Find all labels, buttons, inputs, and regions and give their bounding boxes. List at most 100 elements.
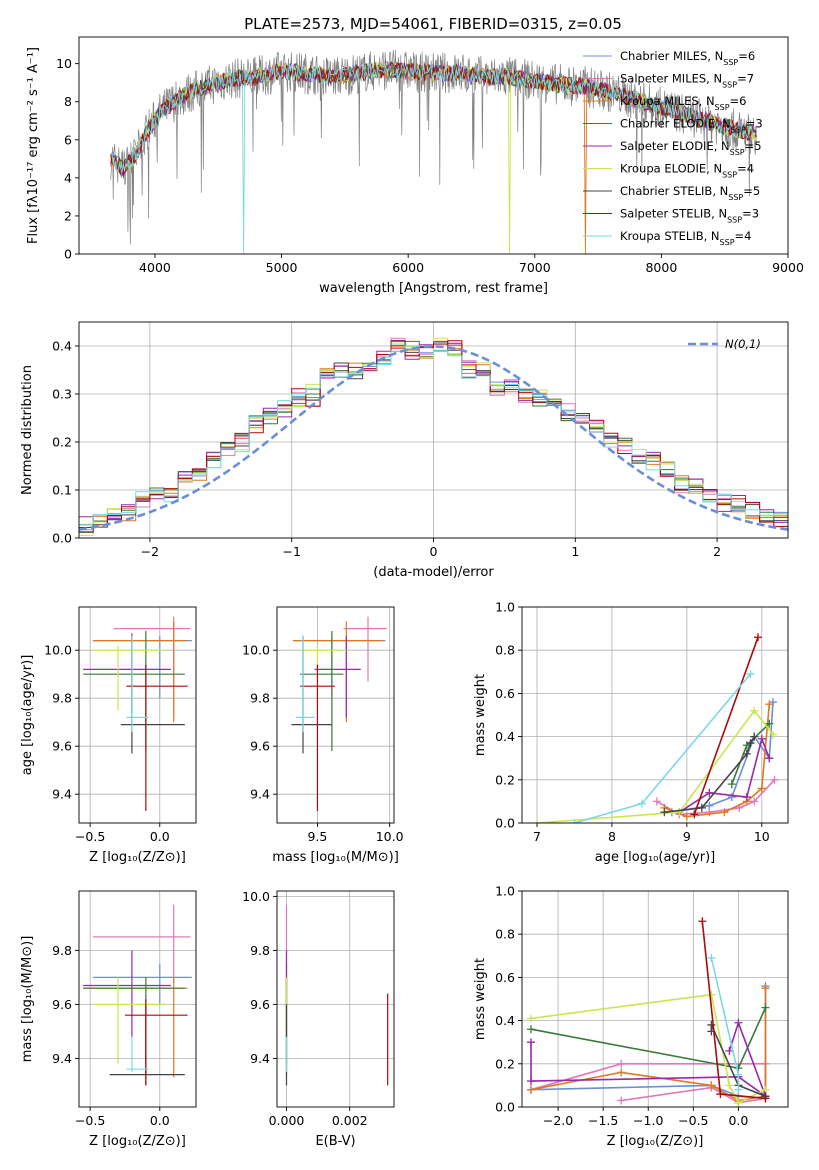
data-point [532, 819, 541, 823]
model-line-4 [110, 60, 757, 178]
legend-label-text: Chabrier ELODIE, N [620, 117, 731, 131]
x-axis-label: wavelength [Angstrom, rest frame] [319, 281, 548, 296]
data-point [750, 706, 759, 715]
x-tick-label: −2.0 [543, 1113, 573, 1128]
y-tick-label: 10.0 [242, 889, 270, 904]
panel-residuals: −2 −1 0 1 2 0.0 0.1 0.2 0.3 0.4 (data-model)/error… [20, 321, 789, 580]
axes-frame [78, 606, 197, 824]
y-tick-label: 1.0 [495, 600, 515, 615]
data-point [682, 812, 691, 821]
data-point [707, 953, 716, 962]
y-tick-label: 0.8 [495, 643, 515, 658]
model-line-5 [110, 61, 757, 254]
x-tick-label: 8 [608, 829, 616, 844]
legend-count: =3 [746, 117, 763, 131]
data-point [727, 793, 736, 802]
y-tick-label: 9.6 [250, 997, 270, 1012]
legend-count: =7 [737, 72, 754, 86]
panel-mass-vs-z: −0.5 0.0 9.4 9.6 9.8 Z [log₁₀(Z/Z⊙)] mass [log… [20, 890, 197, 1149]
x-tick-label: 0.0 [150, 1113, 170, 1128]
data-point [725, 1046, 734, 1055]
legend-label-text: Kroupa STELIB, N [620, 229, 720, 243]
y-tick-label: 0.2 [52, 435, 72, 450]
legend-label: Kroupa MILES, NSSP=6 [620, 94, 746, 112]
plot-area [83, 616, 192, 811]
data-point [527, 1038, 536, 1047]
x-tick-label: 9 [683, 829, 691, 844]
y-tick-label: 9.4 [250, 787, 270, 802]
data-point [754, 633, 763, 642]
legend-count: =4 [737, 162, 754, 176]
y-tick-label: 8 [64, 94, 72, 109]
data-point [765, 700, 774, 709]
y-tick-label: 0.6 [495, 970, 515, 985]
legend-subscript: SSP [722, 170, 737, 179]
panel-age-vs-mass: 9.5 10.0 9.4 9.6 9.8 10.0 mass [log₁₀(M/M⊙)] [242, 606, 404, 865]
data-point [527, 1077, 536, 1086]
y-tick-label: 0.4 [495, 729, 515, 744]
data-point [761, 984, 770, 993]
y-tick-label: 9.6 [52, 997, 72, 1012]
x-tick-label: −2 [141, 544, 159, 559]
axes-frame [276, 606, 395, 824]
plot-area [532, 633, 779, 823]
y-tick-label: 9.4 [250, 1051, 270, 1066]
data-point [690, 810, 699, 819]
axes-frame [78, 890, 197, 1108]
series-line-1 [656, 779, 776, 816]
y-tick-label: 9.4 [52, 1051, 72, 1066]
legend-label: Salpeter STELIB, NSSP=3 [620, 207, 759, 225]
y-axis-label: mass weight [473, 958, 488, 1040]
legend-count: =3 [742, 207, 759, 221]
y-axis-label: Flux [fλ10⁻¹⁷ erg cm⁻² s⁻¹ A⁻¹] [26, 47, 41, 244]
data-point [527, 1014, 536, 1023]
legend-label-text: Salpeter MILES, N [620, 72, 722, 86]
data-point [652, 797, 661, 806]
legend-label: Salpeter ELODIE, NSSP=5 [620, 139, 762, 157]
x-tick-label: 10 [754, 829, 770, 844]
y-tick-label: 10 [56, 56, 72, 71]
figure-title: PLATE=2573, MJD=54061, FIBERID=0315, z=0… [244, 15, 622, 33]
data-point [757, 734, 766, 743]
data-point [617, 1096, 626, 1105]
panel-age-vs-z: −0.5 0.0 9.4 9.6 9.8 10.0 Z [log₁₀(Z/Z⊙)] age [… [20, 606, 197, 865]
x-tick-label: 0 [430, 544, 438, 559]
histogram-8 [79, 345, 788, 525]
data-point [746, 669, 755, 678]
histogram-7 [79, 340, 788, 528]
data-point [527, 1025, 536, 1034]
model-line-8 [110, 62, 757, 254]
legend-label: Chabrier ELODIE, NSSP=3 [620, 117, 763, 135]
data-point [750, 732, 759, 741]
axes-frame [521, 890, 789, 1108]
y-tick-label: 9.8 [52, 691, 72, 706]
x-tick-label: 0.0 [150, 829, 170, 844]
x-axis-label: Z [log₁₀(Z/Z⊙)] [607, 1134, 704, 1149]
legend-subscript: SSP [731, 125, 746, 134]
x-axis-label: E(B-V) [315, 1134, 355, 1149]
y-tick-label: 0.2 [495, 772, 515, 787]
plot-area [527, 917, 770, 1107]
data-point [742, 793, 751, 802]
legend-count: =6 [738, 49, 755, 63]
y-tick-label: 9.8 [250, 943, 270, 958]
x-tick-label: 0.0 [728, 1113, 748, 1128]
y-tick-label: 9.6 [52, 739, 72, 754]
panel-mass-vs-ebv: 0.000 0.002 9.4 9.6 9.8 10.0 E(B-V) [242, 889, 395, 1149]
legend-subscript: SSP [723, 58, 738, 67]
data-point [765, 719, 774, 728]
data-point [761, 1094, 770, 1103]
data-point [716, 1090, 725, 1099]
legend-subscript: SSP [727, 215, 742, 224]
data-point [761, 1003, 770, 1012]
data-point [617, 1068, 626, 1077]
legend-count: =4 [735, 229, 752, 243]
y-tick-label: 9.6 [250, 739, 270, 754]
panel-mass-weight-vs-age: 7 8 9 10 0.0 0.2 0.4 0.6 0.8 1.0 age [log₁₀(age/yr… [473, 600, 789, 865]
legend-subscript: SSP [728, 193, 743, 202]
legend-label: Kroupa STELIB, NSSP=4 [620, 229, 751, 247]
data-point [675, 808, 684, 817]
data-point [750, 797, 759, 806]
